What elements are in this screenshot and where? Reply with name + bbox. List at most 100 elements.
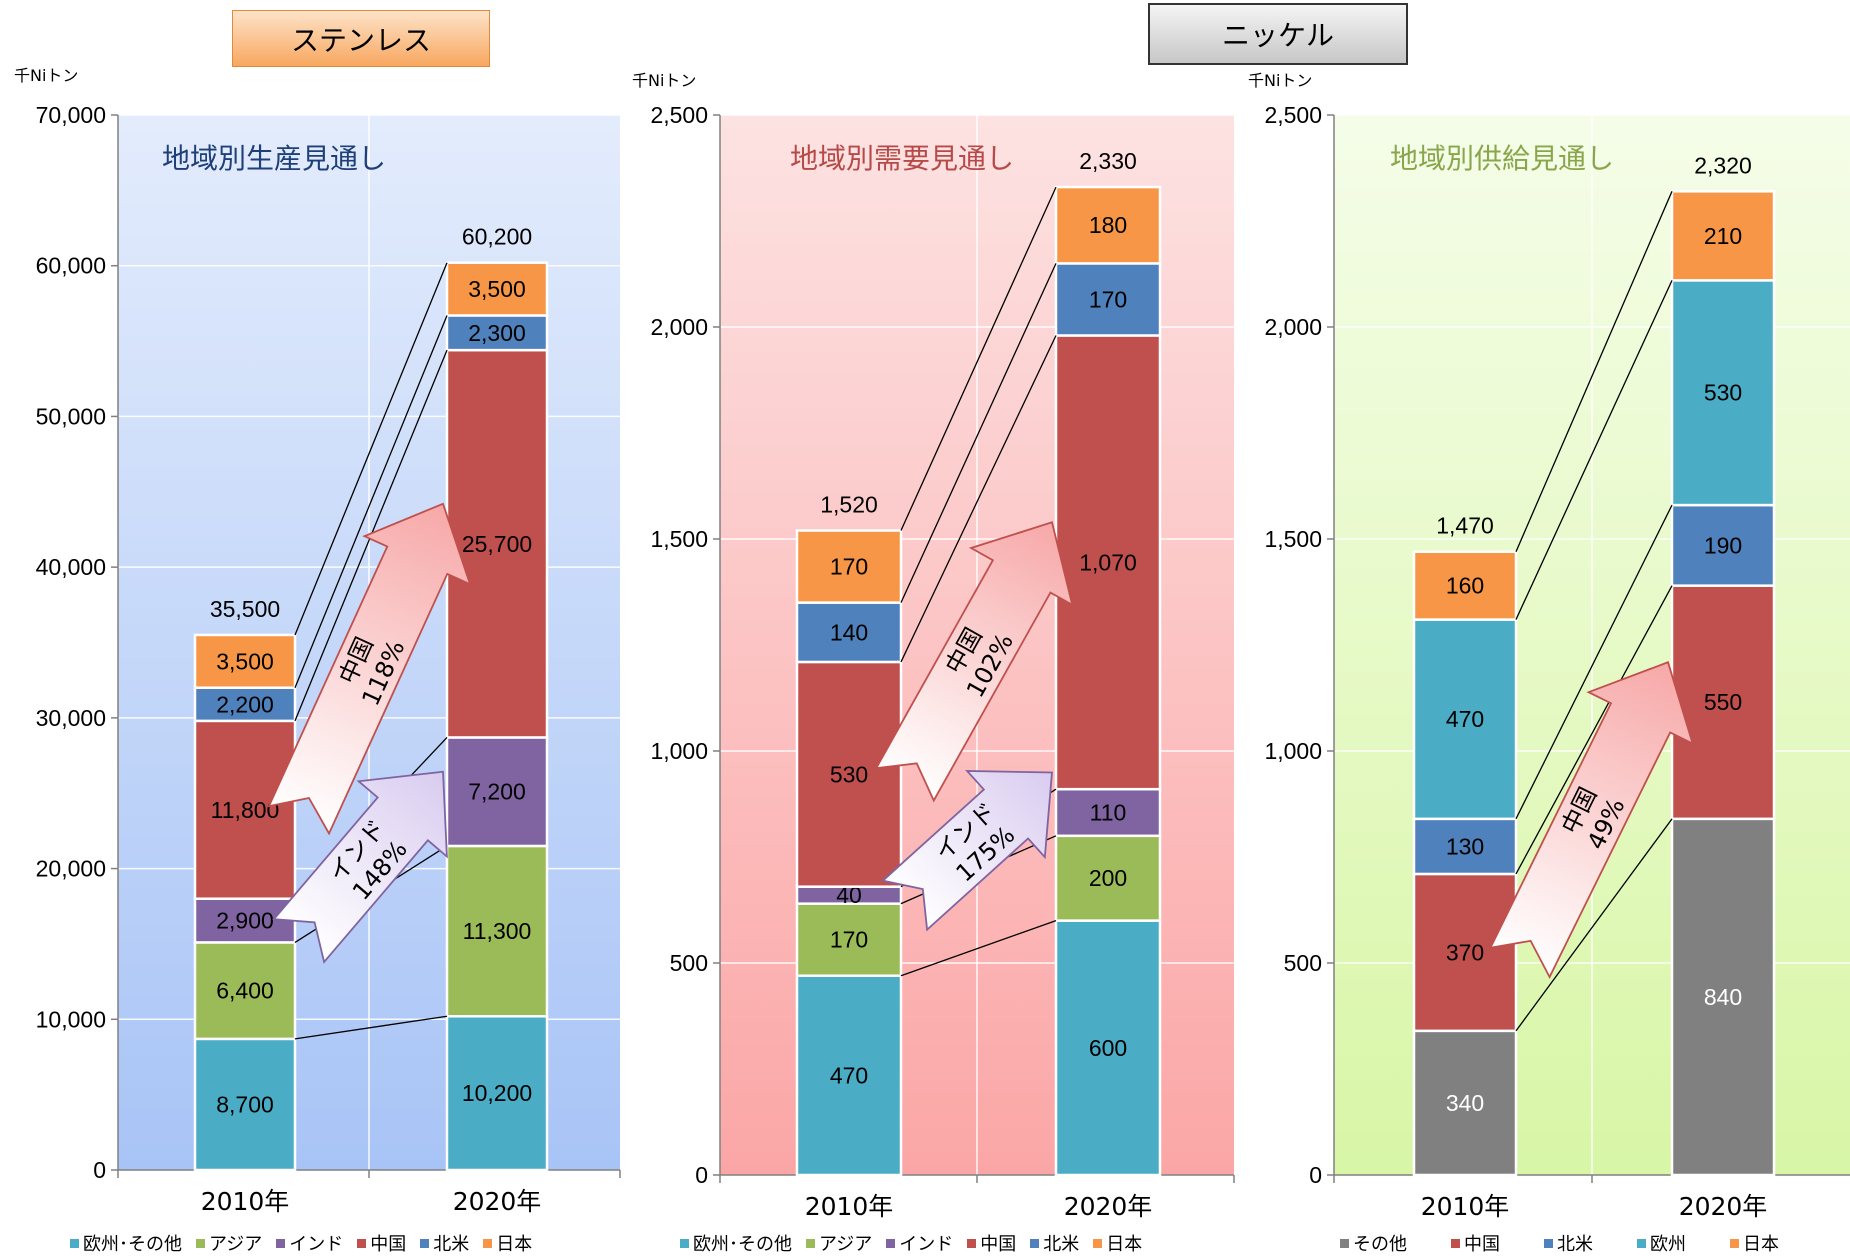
- data-label: 170: [830, 554, 868, 580]
- legend-swatch: [483, 1238, 493, 1248]
- y-tick-label: 0: [93, 1157, 106, 1183]
- data-label: 180: [1089, 212, 1127, 238]
- legend-item: 中国: [1451, 1230, 1500, 1256]
- chart-subtitle: 地域別供給見通し: [1390, 142, 1614, 175]
- data-label: 2,200: [216, 691, 274, 717]
- data-label: 3,500: [216, 648, 274, 674]
- legend-swatch: [1030, 1238, 1040, 1248]
- legend-label: インド: [289, 1234, 344, 1255]
- connector-line: [294, 1015, 448, 1040]
- y-tick-label: 0: [1309, 1162, 1322, 1188]
- unit-label-supply: 千Niトン: [1248, 71, 1313, 90]
- x-tick-label: 2020年: [453, 1187, 542, 1216]
- legend-swatch: [1730, 1238, 1739, 1248]
- data-label: 2,300: [468, 320, 526, 346]
- y-tick-label: 60,000: [36, 253, 106, 279]
- legend-demand: 欧州･その他 アジア インド 中国 北米 日本: [680, 1230, 1142, 1256]
- legend-item: 欧州･その他: [680, 1230, 792, 1256]
- bar-segment: [193, 1037, 297, 1172]
- data-label: 600: [1089, 1035, 1127, 1061]
- legend-label: 中国: [370, 1234, 407, 1255]
- legend-item: 北米: [1544, 1230, 1593, 1256]
- y-tick-label: 10,000: [36, 1006, 106, 1032]
- y-tick-label: 2,000: [1264, 314, 1322, 340]
- bar-segment: [193, 941, 297, 1041]
- bar-segment: [795, 660, 903, 888]
- unit-label-stainless: 千Niトン: [14, 66, 79, 85]
- bar-segment: [1054, 334, 1162, 791]
- data-label: 470: [1446, 706, 1484, 732]
- legend-label: 北米: [1043, 1234, 1080, 1255]
- legend-label: 北米: [1557, 1234, 1593, 1255]
- bar-segment: [1412, 1029, 1518, 1177]
- legend-swatch: [1451, 1238, 1460, 1248]
- data-label: 550: [1704, 689, 1742, 715]
- legend-swatch: [196, 1238, 205, 1248]
- legend-item: 北米: [1030, 1230, 1079, 1256]
- data-label: 25,700: [462, 531, 532, 557]
- legend-item: 中国: [967, 1230, 1016, 1256]
- growth-arrow-shape: [874, 521, 1074, 803]
- y-tick-label: 0: [695, 1162, 708, 1188]
- legend-stainless: 欧州･その他 アジア インド 中国 北米 日本: [70, 1230, 532, 1256]
- data-label: 340: [1446, 1090, 1484, 1116]
- legend-item: その他: [1340, 1230, 1407, 1256]
- bar-segment: [1670, 584, 1776, 821]
- legend-label: その他: [1353, 1234, 1407, 1255]
- bar-segment: [1054, 262, 1162, 337]
- bar-segment: [1054, 185, 1162, 265]
- total-label: 60,200: [462, 224, 532, 250]
- total-label: 2,330: [1079, 148, 1137, 174]
- legend-swatch: [806, 1238, 815, 1248]
- legend-swatch: [420, 1238, 430, 1248]
- data-label: 2,900: [216, 908, 274, 934]
- data-label: 200: [1089, 865, 1127, 891]
- data-label: 530: [1704, 380, 1742, 406]
- growth-arrow-shape: [272, 770, 448, 964]
- legend-item: アジア: [196, 1230, 262, 1256]
- connector-line: [900, 335, 1057, 663]
- chart-subtitle: 地域別需要見通し: [790, 142, 1014, 175]
- bar-segment: [445, 844, 549, 1018]
- legend-label: 欧州･その他: [83, 1234, 182, 1255]
- y-tick-label: 1,000: [650, 738, 708, 764]
- y-tick-label: 1,500: [1264, 526, 1322, 552]
- bar-segment: [1670, 190, 1776, 282]
- legend-swatch: [70, 1238, 79, 1248]
- data-label: 11,300: [463, 918, 532, 944]
- y-tick-label: 70,000: [36, 102, 106, 128]
- y-tick-label: 50,000: [36, 403, 106, 429]
- bar-segment: [795, 902, 903, 977]
- y-tick-label: 20,000: [36, 856, 106, 882]
- y-tick-label: 40,000: [36, 554, 106, 580]
- y-tick-label: 500: [1284, 950, 1322, 976]
- bar-segment: [1412, 872, 1518, 1033]
- connector-line: [900, 919, 1057, 977]
- legend-supply: その他 中国 北米 欧州 日本: [1340, 1230, 1779, 1256]
- data-label: 160: [1446, 573, 1484, 599]
- data-label: 370: [1446, 939, 1484, 965]
- bar-segment: [445, 348, 549, 739]
- legend-swatch: [276, 1238, 286, 1248]
- connector-line: [900, 263, 1057, 603]
- data-label: 7,200: [468, 779, 526, 805]
- data-label: 11,800: [211, 797, 280, 823]
- connector-line: [1515, 191, 1673, 552]
- legend-item: 日本: [483, 1230, 532, 1256]
- connector-line: [1515, 818, 1673, 1032]
- data-label: 140: [830, 619, 868, 645]
- legend-item: アジア: [806, 1230, 872, 1256]
- data-label: 3,500: [468, 276, 526, 302]
- y-tick-label: 2,500: [1264, 102, 1322, 128]
- connector-line: [900, 186, 1057, 531]
- data-label: 470: [830, 1062, 868, 1088]
- bar-segment: [1412, 618, 1518, 821]
- legend-label: アジア: [819, 1234, 873, 1255]
- legend-swatch: [967, 1238, 977, 1248]
- y-tick-label: 2,500: [650, 102, 708, 128]
- x-tick-label: 2010年: [805, 1192, 894, 1221]
- connector-line: [1515, 585, 1673, 875]
- legend-item: 日本: [1093, 1230, 1142, 1256]
- data-label: 190: [1704, 532, 1742, 558]
